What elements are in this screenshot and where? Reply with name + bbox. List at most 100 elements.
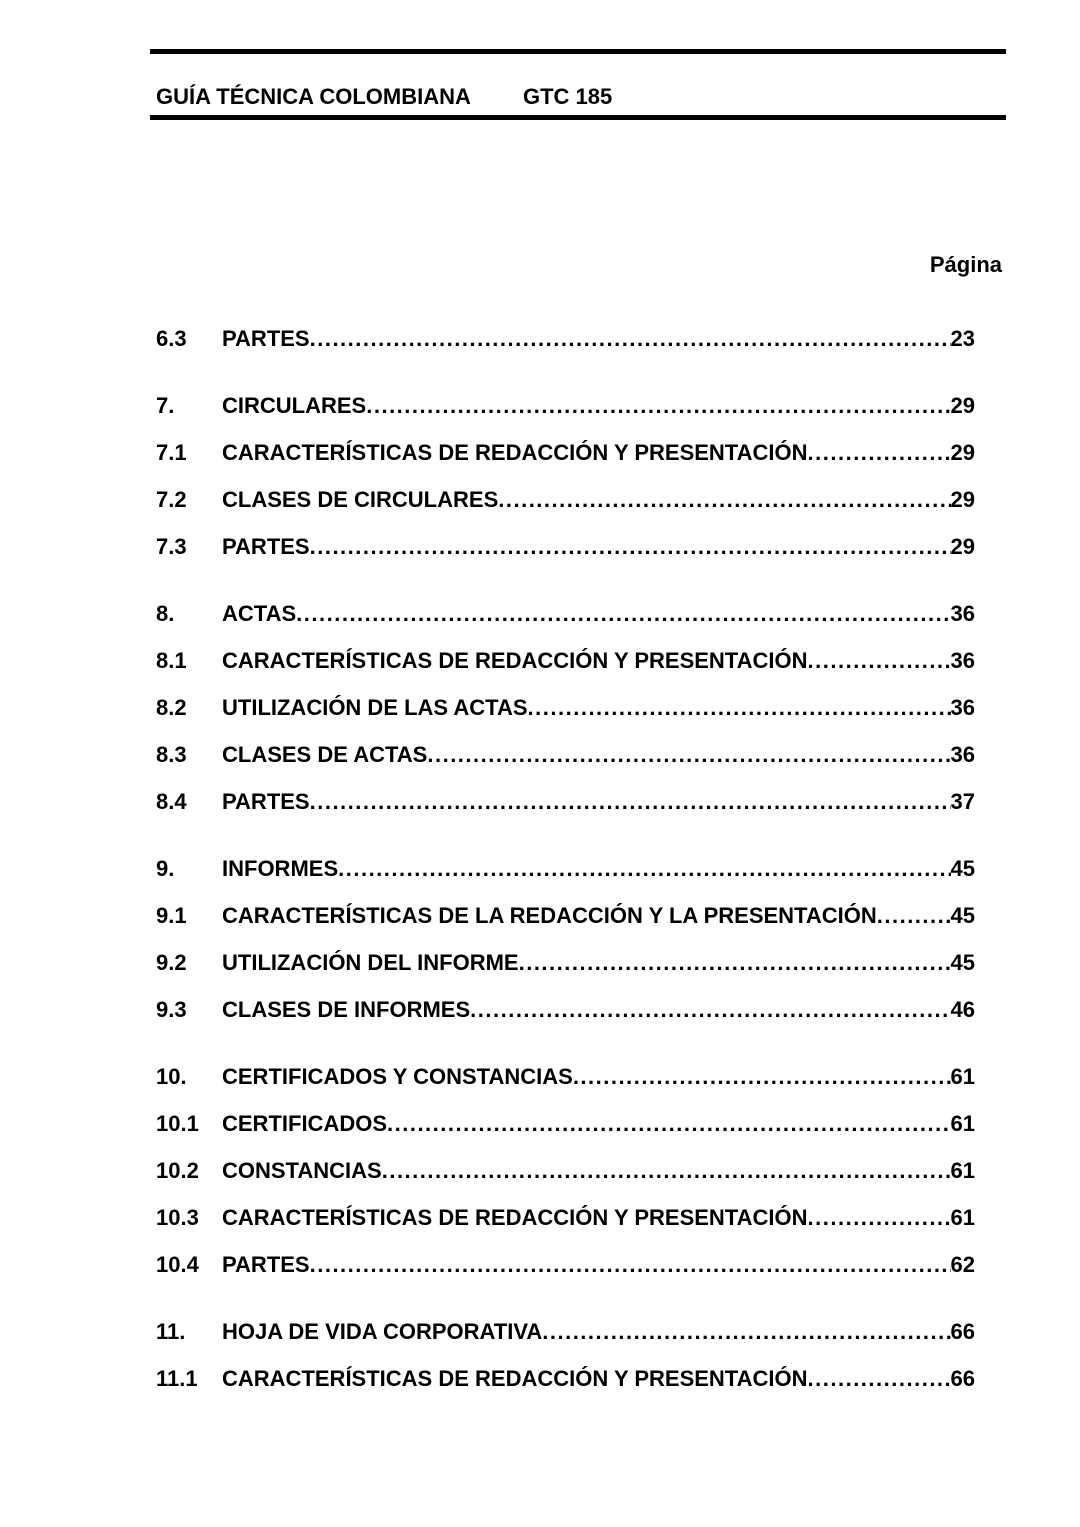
toc-entry-title: UTILIZACIÓN DE LAS ACTAS xyxy=(222,695,528,720)
toc-dot-leader xyxy=(310,1241,951,1288)
toc-entry-page-number: 36 xyxy=(950,695,975,720)
toc-entry-page-number: 29 xyxy=(950,393,975,418)
toc-dot-leader xyxy=(382,1147,951,1194)
toc-group: 10. CERTIFICADOS Y CONSTANCIAS 61 10.1 CERTI… xyxy=(156,1053,975,1288)
toc-entry-title: CERTIFICADOS xyxy=(222,1111,387,1136)
toc-entry-title: INFORMES xyxy=(222,856,339,881)
toc-row: 10.3 CARACTERÍSTICAS DE REDACCIÓN Y PRESE… xyxy=(156,1194,975,1241)
toc-dot-leader xyxy=(310,523,951,570)
toc-entry-number: 7.2 xyxy=(156,487,187,512)
toc-entry-number: 10.4 xyxy=(156,1252,199,1277)
toc-entry-title: CARACTERÍSTICAS DE REDACCIÓN Y PRESENTAC… xyxy=(222,648,808,673)
toc-entry-page-number: 37 xyxy=(950,789,975,814)
header-top-rule xyxy=(150,49,1006,54)
toc-entry-title: CARACTERÍSTICAS DE LA REDACCIÓN Y LA PRE… xyxy=(222,903,877,928)
header-bottom-rule xyxy=(150,115,1006,120)
toc-row: 9.2 UTILIZACIÓN DEL INFORME 45 xyxy=(156,939,975,986)
toc-dot-leader xyxy=(542,1308,950,1355)
toc-entry-page-number: 45 xyxy=(950,950,975,975)
toc-dot-leader xyxy=(573,1053,951,1100)
toc-entry-number: 8.4 xyxy=(156,789,187,814)
toc-entry-number: 7. xyxy=(156,393,175,418)
toc-row: 9.3 CLASES DE INFORMES 46 xyxy=(156,986,975,1033)
toc-entry-title: CLASES DE INFORMES xyxy=(222,997,471,1022)
toc-group: 7. CIRCULARES 29 7.1 CARACTERÍSTICAS DE REDA… xyxy=(156,382,975,570)
toc-entry-title: CLASES DE ACTAS xyxy=(222,742,428,767)
toc-dot-leader xyxy=(310,315,951,362)
toc-entry-title: CARACTERÍSTICAS DE REDACCIÓN Y PRESENTAC… xyxy=(222,1366,808,1391)
toc-entry-number: 9.3 xyxy=(156,997,187,1022)
toc-entry-title: PARTES xyxy=(222,326,310,351)
toc-entry-page-number: 23 xyxy=(950,326,975,351)
toc-row: 8.2 UTILIZACIÓN DE LAS ACTAS 36 xyxy=(156,684,975,731)
toc-entry-title: CLASES DE CIRCULARES xyxy=(222,487,499,512)
toc-row: 9.1 CARACTERÍSTICAS DE LA REDACCIÓN Y LA … xyxy=(156,892,975,939)
toc-row: 7. CIRCULARES 29 xyxy=(156,382,975,429)
toc-entry-number: 10.2 xyxy=(156,1158,199,1183)
toc-entry-page-number: 46 xyxy=(950,997,975,1022)
toc-row: 8.3 CLASES DE ACTAS 36 xyxy=(156,731,975,778)
toc-row: 11.1 CARACTERÍSTICAS DE REDACCIÓN Y PRESE… xyxy=(156,1355,975,1402)
toc-dot-leader xyxy=(427,731,950,778)
toc-entry-page-number: 62 xyxy=(950,1252,975,1277)
page-column-label: Página xyxy=(929,252,1002,277)
toc-dot-leader xyxy=(519,939,951,986)
toc-entry-number: 8.3 xyxy=(156,742,187,767)
toc-group: 9. INFORMES 45 9.1 CARACTERÍSTICAS DE LA RED… xyxy=(156,845,975,1033)
toc-dot-leader xyxy=(808,1355,951,1402)
toc-entry-number: 11.1 xyxy=(156,1366,198,1391)
standard-code: GTC 185 xyxy=(523,84,613,109)
toc-dot-leader xyxy=(877,892,951,939)
toc-entry-page-number: 66 xyxy=(950,1366,975,1391)
toc-dot-leader xyxy=(808,637,951,684)
toc-entry-number: 8.1 xyxy=(156,648,187,673)
toc-row: 7.1 CARACTERÍSTICAS DE REDACCIÓN Y PRESEN… xyxy=(156,429,975,476)
toc-entry-number: 10. xyxy=(156,1064,187,1089)
toc-entry-title: PARTES xyxy=(222,789,310,814)
toc-entry-number: 9.2 xyxy=(156,950,187,975)
toc-dot-leader xyxy=(366,382,950,429)
toc-entry-title: CARACTERÍSTICAS DE REDACCIÓN Y PRESENTAC… xyxy=(222,440,808,465)
toc-entry-number: 9. xyxy=(156,856,175,881)
toc-dot-leader xyxy=(808,429,951,476)
toc-entry-number: 11. xyxy=(156,1319,186,1344)
toc-dot-leader xyxy=(387,1100,951,1147)
toc-row: 10.1 CERTIFICADOS 61 xyxy=(156,1100,975,1147)
toc-dot-leader xyxy=(808,1194,951,1241)
toc-group: 11. HOJA DE VIDA CORPORATIVA 66 11.1 CARACTE… xyxy=(156,1308,975,1402)
toc-entry-number: 7.3 xyxy=(156,534,187,559)
toc-entry-number: 8.2 xyxy=(156,695,187,720)
toc-entry-number: 10.3 xyxy=(156,1205,199,1230)
toc-row: 11. HOJA DE VIDA CORPORATIVA 66 xyxy=(156,1308,975,1355)
toc-entry-page-number: 29 xyxy=(950,440,975,465)
toc-entry-number: 7.1 xyxy=(156,440,187,465)
toc-dot-leader xyxy=(470,986,950,1033)
toc-row: 8.4 PARTES 37 xyxy=(156,778,975,825)
toc-entry-number: 8. xyxy=(156,601,175,626)
toc-entry-page-number: 61 xyxy=(950,1064,975,1089)
toc-row: 8. ACTAS 36 xyxy=(156,590,975,637)
toc-entry-page-number: 36 xyxy=(950,601,975,626)
toc-row: 7.3 PARTES 29 xyxy=(156,523,975,570)
toc-row: 9. INFORMES 45 xyxy=(156,845,975,892)
toc-entry-number: 10.1 xyxy=(156,1111,199,1136)
toc-entry-page-number: 61 xyxy=(950,1158,975,1183)
toc-dot-leader xyxy=(338,845,950,892)
toc-entry-page-number: 29 xyxy=(950,487,975,512)
toc-entry-number: 6.3 xyxy=(156,326,187,351)
toc-entry-page-number: 36 xyxy=(950,648,975,673)
toc-entry-page-number: 45 xyxy=(950,903,975,928)
toc-entry-page-number: 45 xyxy=(950,856,975,881)
toc-row: 10. CERTIFICADOS Y CONSTANCIAS 61 xyxy=(156,1053,975,1100)
toc-row: 10.2 CONSTANCIAS 61 xyxy=(156,1147,975,1194)
toc-entry-title: CIRCULARES xyxy=(222,393,367,418)
toc-entry-title: PARTES xyxy=(222,1252,310,1277)
toc-dot-leader xyxy=(310,778,951,825)
toc-entry-page-number: 29 xyxy=(950,534,975,559)
toc-entry-page-number: 36 xyxy=(950,742,975,767)
toc-row: 6.3 PARTES 23 xyxy=(156,315,975,362)
toc-entry-number: 9.1 xyxy=(156,903,187,928)
toc-group: 6.3 PARTES 23 xyxy=(156,315,975,362)
table-of-contents: 6.3 PARTES 23 7. CIRCULARES 29 7.1 CARACTERÍSTI… xyxy=(156,315,975,1402)
toc-row: 7.2 CLASES DE CIRCULARES 29 xyxy=(156,476,975,523)
